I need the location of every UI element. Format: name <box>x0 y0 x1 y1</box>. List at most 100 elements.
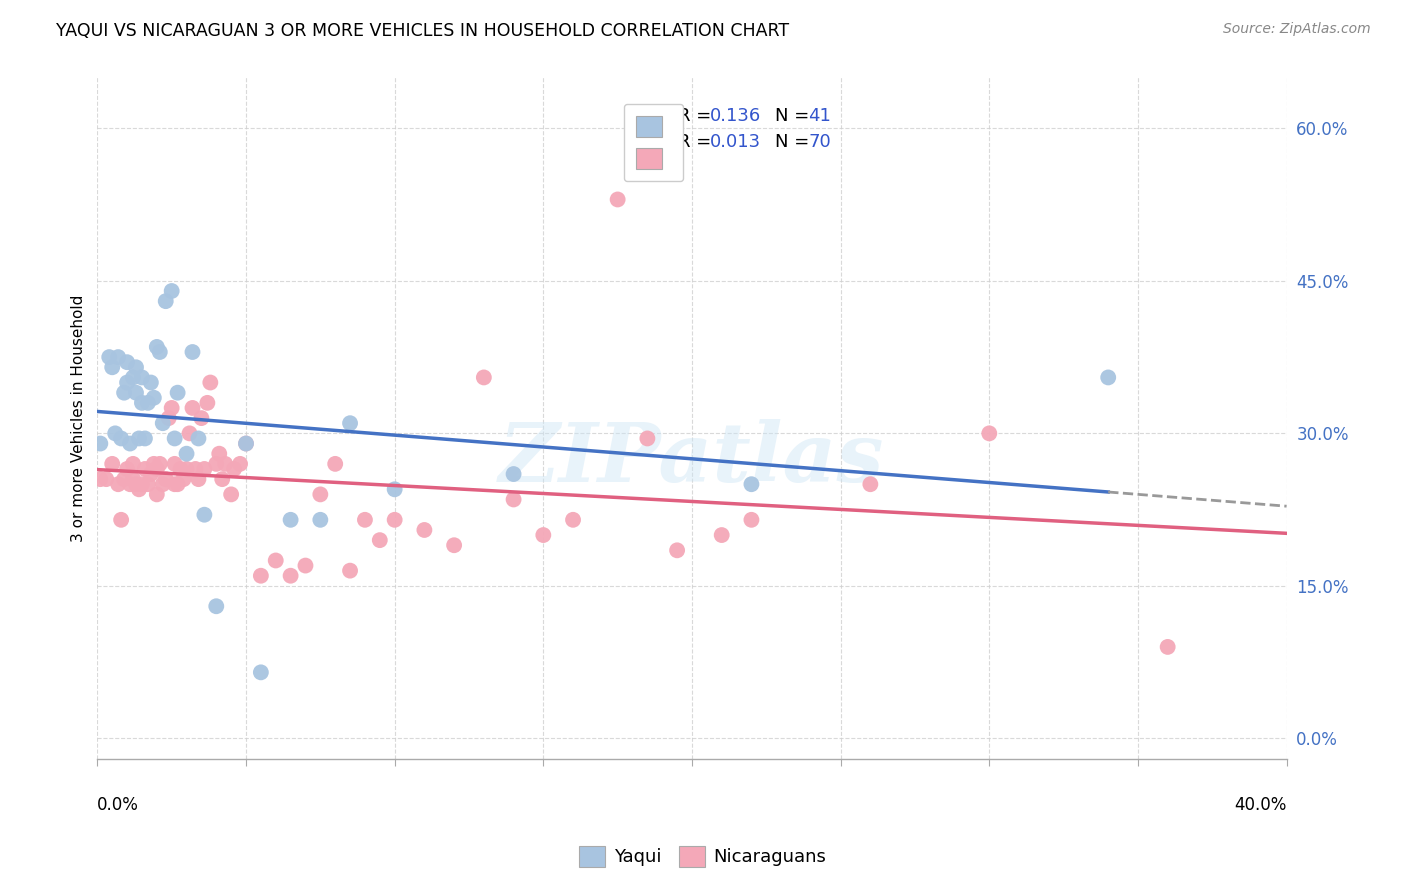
Point <box>179 426 201 441</box>
Point <box>562 513 585 527</box>
Point <box>193 508 215 522</box>
Point <box>472 370 495 384</box>
Point <box>710 528 733 542</box>
Point <box>107 350 129 364</box>
Point <box>502 467 524 481</box>
Point <box>264 553 287 567</box>
Text: R =: R = <box>678 133 717 151</box>
Point <box>229 457 252 471</box>
Point <box>120 477 142 491</box>
Point <box>146 487 169 501</box>
Legend: , : , <box>624 103 683 181</box>
Point <box>606 193 628 207</box>
Point <box>131 370 153 384</box>
Point <box>666 543 689 558</box>
Point <box>354 513 377 527</box>
Point <box>235 436 257 450</box>
Point <box>979 426 1001 441</box>
Point <box>136 396 159 410</box>
Text: 40.0%: 40.0% <box>1234 797 1286 814</box>
Point <box>176 447 198 461</box>
Point <box>166 477 188 491</box>
Point <box>235 436 257 450</box>
Point <box>531 528 554 542</box>
Point <box>173 472 195 486</box>
Point <box>166 385 188 400</box>
Point <box>101 457 124 471</box>
Point <box>309 487 332 501</box>
Point <box>740 477 762 491</box>
Point <box>112 385 135 400</box>
Point <box>169 462 191 476</box>
Point <box>163 432 186 446</box>
Point <box>280 513 302 527</box>
Point <box>115 462 138 476</box>
Point <box>112 472 135 486</box>
Text: 0.0%: 0.0% <box>97 797 139 814</box>
Legend: Yaqui, Nicaraguans: Yaqui, Nicaraguans <box>572 838 834 874</box>
Point <box>250 665 273 680</box>
Point <box>136 477 159 491</box>
Text: ZIPatlas: ZIPatlas <box>499 419 884 499</box>
Point <box>122 457 145 471</box>
Point <box>160 401 183 415</box>
Point <box>149 345 172 359</box>
Point <box>89 436 111 450</box>
Point <box>211 472 233 486</box>
Point <box>139 376 162 390</box>
Point <box>740 513 762 527</box>
Point <box>163 477 186 491</box>
Point <box>142 391 165 405</box>
Point <box>224 462 246 476</box>
Point <box>200 376 222 390</box>
Point <box>184 462 207 476</box>
Point <box>309 513 332 527</box>
Point <box>110 513 132 527</box>
Point <box>163 457 186 471</box>
Point <box>155 472 177 486</box>
Point <box>146 340 169 354</box>
Point <box>339 416 361 430</box>
Point <box>96 472 118 486</box>
Point <box>323 457 346 471</box>
Point <box>131 477 153 491</box>
Point <box>134 432 156 446</box>
Point <box>152 477 174 491</box>
Point <box>187 472 209 486</box>
Point <box>294 558 316 573</box>
Point <box>280 568 302 582</box>
Point <box>120 436 142 450</box>
Point <box>208 447 231 461</box>
Point <box>139 467 162 481</box>
Point <box>181 401 204 415</box>
Point <box>368 533 391 548</box>
Point <box>181 345 204 359</box>
Text: 0.136: 0.136 <box>710 107 761 125</box>
Point <box>250 568 273 582</box>
Point <box>205 457 228 471</box>
Point <box>205 599 228 614</box>
Point <box>131 396 153 410</box>
Point <box>187 432 209 446</box>
Point <box>125 385 148 400</box>
Point <box>384 483 406 497</box>
Point <box>89 472 111 486</box>
Point <box>157 411 180 425</box>
Point <box>125 360 148 375</box>
Point <box>115 376 138 390</box>
Point <box>339 564 361 578</box>
Point <box>1097 370 1119 384</box>
Point <box>190 411 212 425</box>
Point <box>636 432 658 446</box>
Point <box>859 477 882 491</box>
Point <box>115 355 138 369</box>
Point <box>413 523 436 537</box>
Text: 0.013: 0.013 <box>710 133 761 151</box>
Point <box>384 513 406 527</box>
Point <box>149 457 172 471</box>
Text: 41: 41 <box>808 107 831 125</box>
Point <box>502 492 524 507</box>
Point <box>160 284 183 298</box>
Point <box>1156 640 1178 654</box>
Text: N =: N = <box>775 107 815 125</box>
